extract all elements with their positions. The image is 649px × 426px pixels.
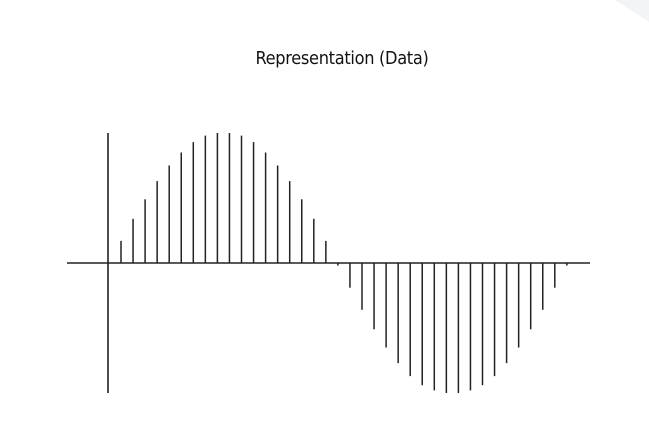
- stems-group: [120, 133, 568, 393]
- slide-title: Representation (Data): [255, 48, 429, 69]
